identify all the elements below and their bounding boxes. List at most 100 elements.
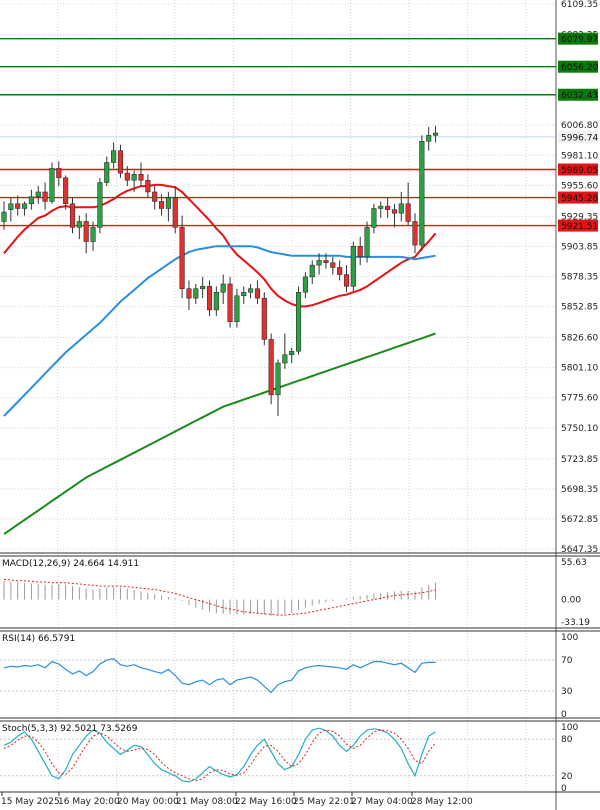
macd-title: MACD(12,26,9) 24.664 14.911 bbox=[2, 559, 139, 569]
bullish-candle bbox=[234, 295, 240, 322]
price-tick-label: 5698.35 bbox=[561, 485, 598, 495]
bullish-candle bbox=[289, 350, 295, 356]
bullish-candle bbox=[309, 264, 315, 278]
bullish-candle bbox=[220, 283, 226, 293]
bullish-candle bbox=[364, 227, 370, 258]
bullish-candle bbox=[111, 150, 117, 163]
bearish-candle bbox=[186, 288, 192, 299]
time-axis-label: 21 May 08:00 bbox=[176, 797, 238, 807]
price-tick-label: 5852.85 bbox=[561, 303, 598, 313]
bearish-candle bbox=[63, 177, 69, 205]
bullish-candle bbox=[193, 288, 199, 299]
bearish-candle bbox=[138, 174, 144, 181]
bullish-candle bbox=[350, 245, 356, 287]
rsi-title: RSI(14) 66.5791 bbox=[2, 634, 75, 644]
stoch-title: Stoch(5,3,3) 92.5021 73.5269 bbox=[2, 724, 138, 734]
bullish-candle bbox=[8, 203, 14, 210]
stoch-tick-label: 20 bbox=[561, 772, 573, 782]
grid bbox=[0, 0, 556, 792]
bearish-candle bbox=[412, 221, 418, 246]
time-axis-label: 28 May 12:00 bbox=[411, 797, 473, 807]
price-tick-label: 5903.85 bbox=[561, 242, 598, 252]
rsi-line bbox=[3, 657, 436, 694]
support-price-tag: 5945.28 bbox=[561, 194, 598, 204]
support-price-tag: 5921.51 bbox=[561, 222, 598, 232]
time-axis-label: 25 May 22:01 bbox=[293, 797, 355, 807]
bullish-candle bbox=[378, 205, 384, 209]
time-axis-label: 16 May 20:00 bbox=[58, 797, 120, 807]
rsi-tick-label: 30 bbox=[561, 687, 573, 697]
bullish-candle bbox=[371, 208, 377, 228]
slow-moving-average-line bbox=[3, 332, 436, 535]
bearish-candle bbox=[268, 339, 274, 396]
bearish-candle bbox=[69, 203, 76, 228]
bullish-candle bbox=[35, 191, 41, 197]
moving-averages bbox=[3, 183, 437, 535]
bearish-candle bbox=[391, 209, 397, 214]
bearish-candle bbox=[15, 203, 21, 209]
price-tags: 6079.97 6056.20 6032.43 5969.05 5945.28 5921.… bbox=[558, 32, 598, 232]
bearish-candle bbox=[145, 179, 151, 193]
bearish-candle bbox=[124, 172, 130, 181]
support-price-tag: 5969.05 bbox=[561, 166, 598, 176]
bearish-candle bbox=[357, 245, 363, 258]
bullish-candle bbox=[200, 286, 206, 289]
bearish-candle bbox=[385, 205, 391, 210]
bearish-candle bbox=[179, 227, 185, 289]
bullish-candle bbox=[104, 162, 110, 183]
bearish-candle bbox=[227, 283, 233, 322]
bearish-candle bbox=[42, 191, 48, 202]
bullish-candle bbox=[241, 291, 247, 297]
bullish-candle bbox=[433, 132, 439, 136]
time-axis-label: 15 May 2025 bbox=[1, 797, 60, 807]
bearish-candle bbox=[261, 297, 267, 340]
resistance-price-tag-background bbox=[558, 32, 598, 45]
price-tick-label: 5981.10 bbox=[561, 151, 598, 161]
bullish-candle bbox=[426, 135, 432, 142]
rsi-tick-label: 0 bbox=[561, 710, 567, 720]
price-tick-label: 5775.60 bbox=[561, 394, 598, 404]
bearish-candle bbox=[254, 288, 260, 299]
price-tick-label: 5955.60 bbox=[561, 181, 598, 191]
price-tick-label: 5826.60 bbox=[561, 334, 598, 344]
price-tick-label: 6006.80 bbox=[561, 121, 598, 131]
current-price-tag-background bbox=[558, 130, 598, 143]
time-axis-label: 20 May 00:00 bbox=[117, 797, 179, 807]
bullish-candle bbox=[398, 203, 404, 214]
price-tick-label: 5929.35 bbox=[561, 212, 598, 222]
macd-tick-label: 0.00 bbox=[561, 596, 581, 606]
resistance-price-tag: 6079.97 bbox=[561, 35, 598, 45]
bullish-candle bbox=[302, 276, 308, 293]
bearish-candle bbox=[56, 168, 62, 179]
resistance-price-tag: 6032.43 bbox=[561, 91, 598, 101]
bearish-candle bbox=[323, 260, 329, 264]
bearish-candle bbox=[405, 203, 411, 222]
price-tick-label: 5878.35 bbox=[561, 273, 598, 283]
bullish-candle bbox=[1, 211, 7, 222]
bullish-candle bbox=[76, 221, 82, 228]
bullish-candle bbox=[419, 141, 425, 246]
bearish-candle bbox=[152, 191, 158, 202]
bullish-candle bbox=[248, 288, 254, 293]
indicators: MACD(12,26,9) 24.664 14.911 RSI(14) 66.57… bbox=[0, 559, 556, 783]
candles bbox=[1, 125, 439, 417]
macd-signal-line bbox=[3, 578, 436, 616]
bearish-candle bbox=[330, 262, 336, 268]
stoch-tick-label: 0 bbox=[561, 784, 567, 794]
stoch-k-line bbox=[3, 727, 436, 783]
price-tick-label: 5750.10 bbox=[561, 424, 598, 434]
bearish-candle bbox=[159, 201, 165, 209]
bearish-candle bbox=[172, 197, 178, 228]
fast-moving-average-line bbox=[3, 183, 437, 308]
time-axis-label: 27 May 04:00 bbox=[351, 797, 413, 807]
bullish-candle bbox=[296, 291, 302, 352]
bearish-candle bbox=[206, 286, 213, 311]
bullish-candle bbox=[165, 197, 171, 209]
price-tick-label: 5801.10 bbox=[561, 364, 598, 374]
resistance-price-tag-background bbox=[558, 88, 598, 101]
stoch-d-line bbox=[3, 729, 436, 782]
stoch-tick-label: 80 bbox=[561, 735, 573, 745]
bearish-candle bbox=[337, 267, 343, 275]
